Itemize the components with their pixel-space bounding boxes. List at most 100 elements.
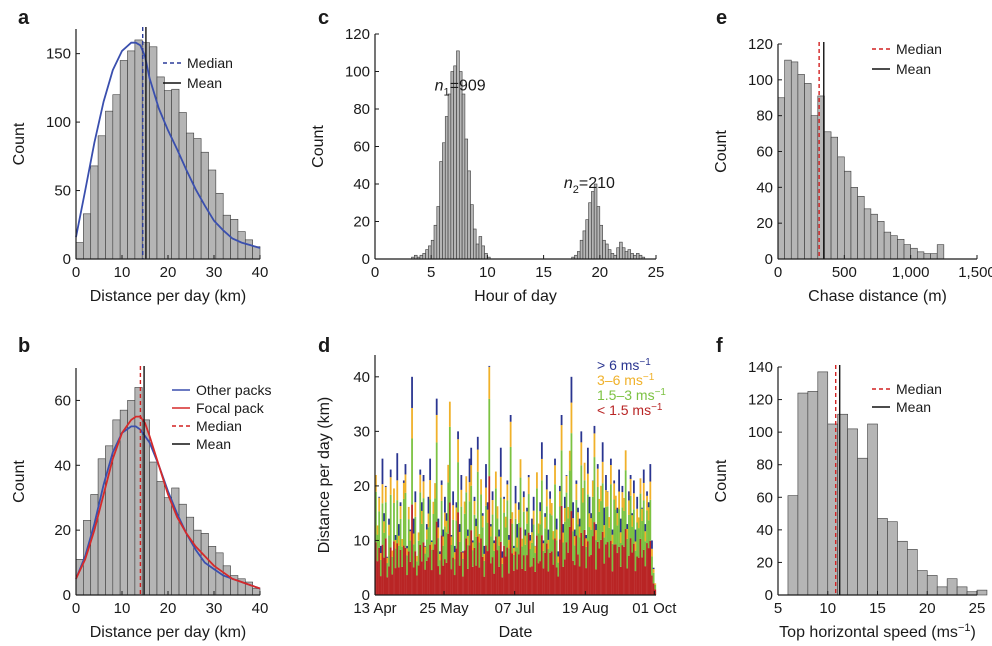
daily-stacked-bar [588,496,591,514]
daily-stacked-bar [560,415,563,426]
daily-stacked-bar [470,465,473,486]
daily-stacked-bar [639,493,642,539]
daily-stacked-bar [614,495,617,510]
daily-stacked-bar [394,548,397,569]
daily-stacked-bar [393,488,395,503]
daily-stacked-bar [425,529,428,540]
y-axis-label: Count [713,130,730,173]
legend-label: Focal pack [196,400,265,416]
daily-stacked-bar [565,475,568,476]
daily-stacked-bar [465,476,468,493]
daily-stacked-bar [572,502,574,519]
histogram-bar [481,245,485,260]
daily-stacked-bar [609,484,612,541]
daily-stacked-bar [419,492,422,545]
daily-stacked-bar [404,492,407,548]
daily-stacked-bar [511,523,514,554]
x-tick-label: 40 [252,600,269,617]
daily-stacked-bar [424,546,427,554]
daily-stacked-bar [555,540,558,568]
daily-stacked-bar [577,507,579,513]
histogram-bar [461,93,466,260]
panel-d: 0 10 20 30 40 13 Apr 25 May 07 Jul 19 Aug 01 Oct D… [316,335,677,641]
histogram-bar [105,110,114,260]
daily-stacked-bar [637,557,640,595]
daily-stacked-bar [636,496,639,509]
daily-stacked-bar [517,522,520,555]
daily-stacked-bar [471,542,474,551]
y-tick-label: 140 [748,359,773,376]
daily-stacked-bar [586,473,589,495]
histogram-bar [186,516,195,596]
daily-stacked-bar [434,544,436,595]
daily-stacked-bar [631,552,634,595]
y-tick-label: 100 [748,72,773,89]
daily-stacked-bar [540,442,543,459]
daily-stacked-bar [458,541,461,566]
daily-stacked-bar [621,485,624,493]
daily-stacked-bar [544,552,547,595]
histogram-bar [976,589,988,596]
daily-stacked-bar [417,565,420,595]
y-tick-label: 40 [756,522,773,539]
daily-stacked-bar [565,492,568,543]
daily-stacked-bar [639,478,642,494]
daily-stacked-bar [375,542,377,595]
daily-stacked-bar [499,497,502,542]
daily-stacked-bar [468,458,471,483]
daily-stacked-bar [480,494,482,539]
daily-stacked-bar [646,491,648,496]
daily-stacked-bar [572,531,574,561]
daily-stacked-bar [462,551,464,553]
daily-stacked-bar [611,543,614,572]
y-tick-label: 150 [46,46,71,63]
histogram-bar [244,239,253,260]
daily-stacked-bar [429,480,432,500]
histogram-bar [602,239,606,260]
x-tick-label: 01 Oct [632,600,677,617]
daily-stacked-bar [545,475,548,490]
daily-stacked-bar [393,502,395,542]
sample-size-annotation: n2=210 [564,175,615,196]
daily-stacked-bar [513,548,515,555]
histogram-bar [439,161,443,260]
x-tick-label: 0 [774,264,782,281]
histogram-bar [857,457,868,596]
daily-stacked-bar [613,483,616,500]
histogram-bar [464,138,469,260]
daily-stacked-bar [554,465,556,485]
daily-stacked-bar [481,556,484,595]
daily-stacked-bar [570,376,573,403]
daily-stacked-bar [467,535,469,546]
daily-stacked-bar [416,561,418,576]
daily-stacked-bar [394,539,397,549]
daily-stacked-bar [588,527,591,557]
daily-stacked-bar [585,546,588,569]
daily-stacked-bar [646,543,648,595]
daily-stacked-bar [409,540,412,562]
histogram-bar [610,253,615,260]
daily-stacked-bar [445,562,448,595]
histogram-bar [790,61,799,260]
x-tick-label: 20 [919,600,936,617]
daily-stacked-bar [590,555,593,595]
daily-stacked-bar [437,527,440,539]
histogram-bar [252,588,261,596]
daily-stacked-bar [652,572,655,584]
daily-stacked-bar [570,433,573,512]
daily-stacked-bar [624,529,627,595]
daily-stacked-bar [442,565,445,595]
daily-stacked-bar [563,521,566,560]
daily-stacked-bar [516,524,519,538]
daily-stacked-bar [562,542,565,567]
daily-stacked-bar [616,513,619,526]
histogram-bar [817,371,829,596]
daily-stacked-bar [517,509,520,523]
daily-stacked-bar [593,425,596,434]
daily-stacked-bar [624,450,627,471]
daily-stacked-bar [421,523,423,562]
daily-stacked-bar [501,551,504,558]
daily-stacked-bar [434,498,436,545]
daily-stacked-bar [386,577,389,595]
